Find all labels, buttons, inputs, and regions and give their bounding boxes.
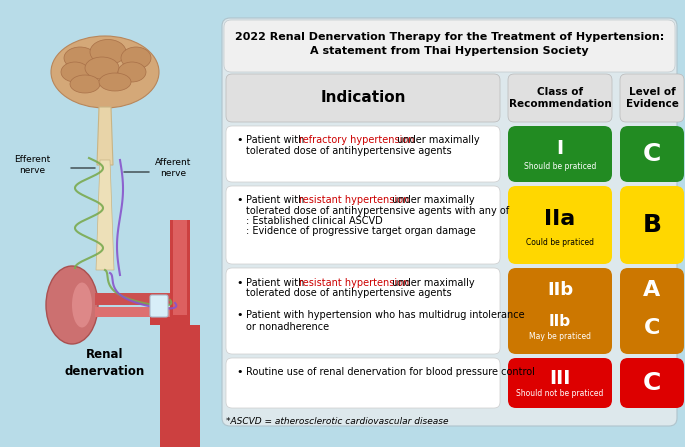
Polygon shape [96, 160, 114, 270]
FancyBboxPatch shape [226, 268, 500, 354]
FancyBboxPatch shape [508, 126, 612, 182]
FancyBboxPatch shape [226, 186, 500, 264]
Text: Class of
Recommendation: Class of Recommendation [509, 87, 612, 109]
Bar [95, 307, 170, 317]
Bar [173, 220, 187, 447]
FancyBboxPatch shape [620, 186, 684, 264]
Ellipse shape [121, 47, 151, 69]
Text: Renal
denervation: Renal denervation [65, 348, 145, 378]
Text: Routine use of renal denervation for blood pressure control: Routine use of renal denervation for blo… [246, 367, 535, 377]
Text: Should not be praticed: Should not be praticed [516, 389, 603, 398]
Text: Patient with: Patient with [246, 195, 308, 205]
Text: B: B [643, 213, 662, 237]
FancyBboxPatch shape [150, 295, 168, 317]
Text: •: • [236, 278, 242, 288]
Ellipse shape [85, 57, 119, 79]
Text: III: III [549, 368, 571, 388]
Bar [160, 325, 180, 447]
Bar [95, 293, 170, 305]
Text: under maximally: under maximally [390, 195, 475, 205]
Text: Level of
Evidence: Level of Evidence [625, 87, 678, 109]
Text: C: C [643, 371, 661, 395]
Ellipse shape [64, 47, 96, 69]
Ellipse shape [70, 75, 100, 93]
Text: Should be praticed: Should be praticed [524, 162, 596, 171]
FancyBboxPatch shape [508, 268, 612, 354]
Text: •: • [236, 367, 242, 377]
FancyBboxPatch shape [508, 74, 612, 122]
Bar [180, 325, 200, 447]
Text: May be praticed: May be praticed [529, 332, 591, 342]
FancyBboxPatch shape [508, 186, 612, 264]
Text: A: A [643, 280, 660, 300]
FancyBboxPatch shape [620, 74, 684, 122]
Bar [170, 220, 190, 447]
Text: under maximally: under maximally [390, 278, 475, 288]
FancyBboxPatch shape [222, 18, 677, 426]
Polygon shape [97, 107, 113, 165]
Text: Efferent
nerve: Efferent nerve [14, 155, 50, 175]
FancyBboxPatch shape [620, 358, 684, 408]
Text: : Established clinical ASCVD: : Established clinical ASCVD [246, 216, 383, 226]
FancyBboxPatch shape [226, 126, 500, 182]
Text: •: • [236, 310, 242, 320]
Ellipse shape [118, 62, 146, 82]
Text: IIa: IIa [545, 209, 575, 229]
Text: I: I [556, 139, 564, 158]
Ellipse shape [51, 36, 159, 108]
Text: IIb: IIb [547, 281, 573, 299]
FancyBboxPatch shape [620, 126, 684, 182]
Ellipse shape [72, 283, 92, 328]
Text: •: • [236, 135, 242, 145]
Ellipse shape [61, 62, 89, 82]
Text: resistant hypertension: resistant hypertension [299, 278, 410, 288]
Text: tolerated dose of antihypertensive agents: tolerated dose of antihypertensive agent… [246, 146, 451, 156]
FancyBboxPatch shape [226, 358, 500, 408]
Text: Indication: Indication [321, 90, 406, 105]
Text: 2022 Renal Denervation Therapy for the Treatment of Hypertension:
A statement fr: 2022 Renal Denervation Therapy for the T… [235, 32, 664, 55]
Text: •: • [236, 195, 242, 205]
Text: under maximally: under maximally [394, 135, 479, 145]
FancyBboxPatch shape [620, 268, 684, 354]
Text: tolerated dose of antihypertensive agents with any of: tolerated dose of antihypertensive agent… [246, 206, 509, 215]
Ellipse shape [46, 266, 98, 344]
FancyBboxPatch shape [224, 20, 675, 72]
Text: *ASCVD = atherosclerotic cardiovascular disease: *ASCVD = atherosclerotic cardiovascular … [226, 417, 449, 426]
FancyBboxPatch shape [226, 74, 500, 122]
Text: C: C [643, 142, 661, 166]
Text: Afferent
nerve: Afferent nerve [155, 158, 191, 178]
Text: : Evidence of progressive target organ damage: : Evidence of progressive target organ d… [246, 227, 476, 236]
Text: IIb: IIb [549, 314, 571, 329]
Ellipse shape [90, 39, 126, 64]
Text: Patient with: Patient with [246, 278, 308, 288]
Text: Patient with hypertension who has multidrug intolerance
or nonadherence: Patient with hypertension who has multid… [246, 310, 525, 332]
Text: resistant hypertension: resistant hypertension [299, 195, 410, 205]
FancyBboxPatch shape [508, 358, 612, 408]
Ellipse shape [99, 73, 131, 91]
Text: refractory hypertension: refractory hypertension [299, 135, 415, 145]
Text: C: C [644, 318, 660, 338]
Text: tolerated dose of antihypertensive agents: tolerated dose of antihypertensive agent… [246, 288, 451, 299]
Text: Patient with: Patient with [246, 135, 308, 145]
Bar [150, 315, 190, 325]
Text: Could be praticed: Could be praticed [526, 238, 594, 247]
